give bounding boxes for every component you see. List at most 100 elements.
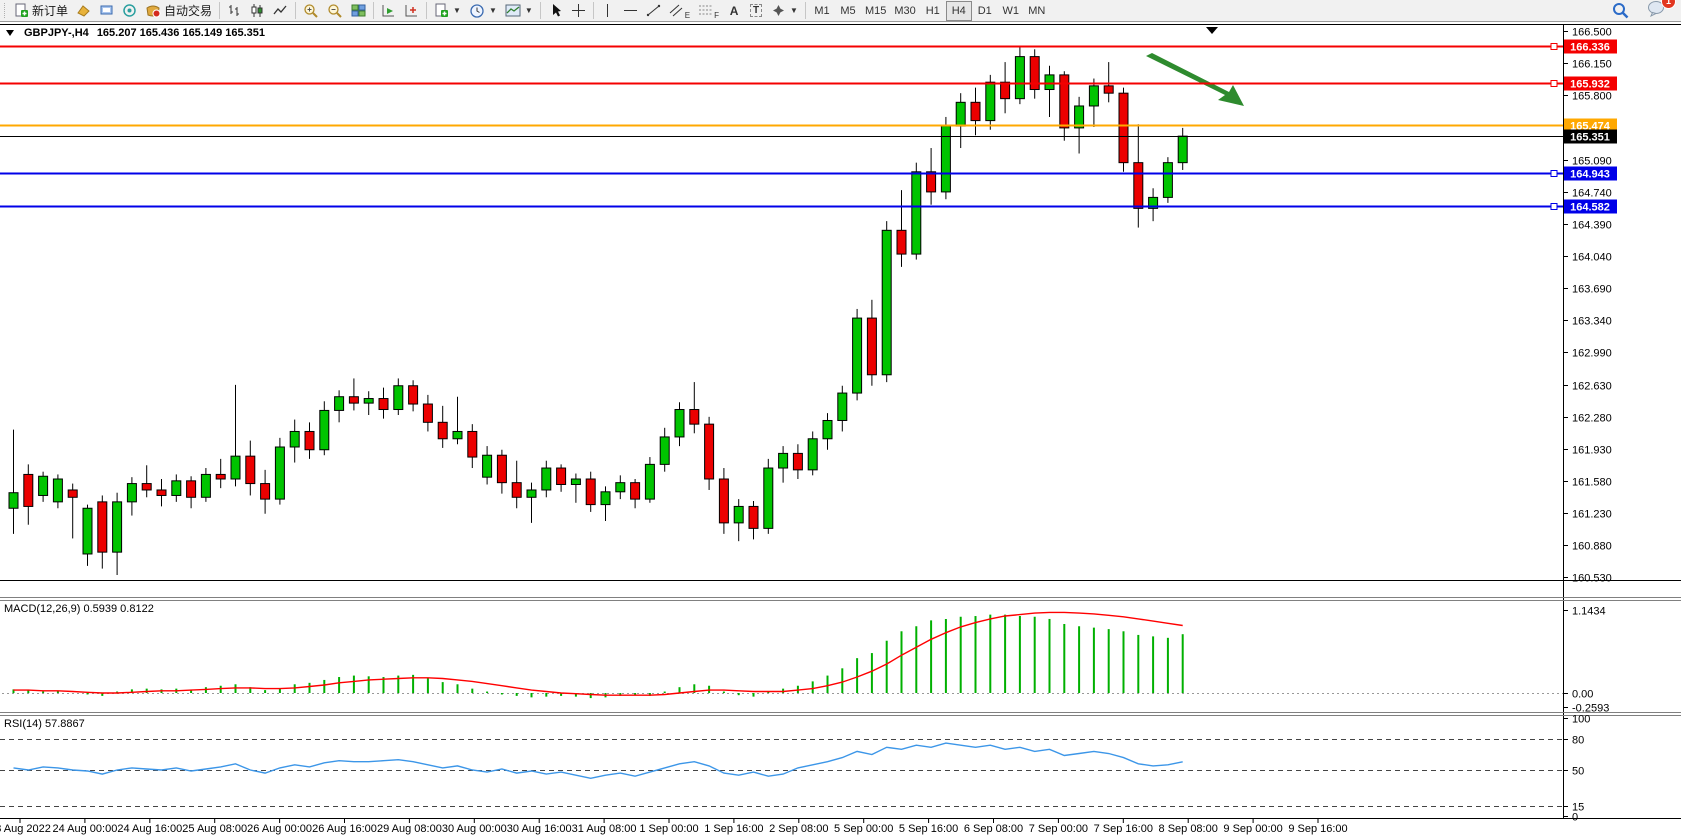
- chart-surface[interactable]: 166.500166.150165.800165.450165.090164.7…: [0, 22, 1681, 839]
- hline-handle[interactable]: [1550, 43, 1558, 50]
- candle-body: [911, 171, 922, 255]
- tile-windows-button[interactable]: [347, 1, 370, 21]
- rsi-tick-label: 80: [1572, 735, 1584, 747]
- candle-body: [215, 473, 226, 480]
- candle-body: [748, 505, 759, 529]
- chart-shift-icon: [405, 5, 418, 17]
- candle-body: [23, 473, 34, 507]
- chart-header: GBPJPY-,H4 165.207 165.436 165.149 165.3…: [6, 27, 265, 39]
- auto-scroll-button[interactable]: [377, 1, 400, 21]
- candle-body: [1044, 74, 1055, 91]
- price-tick-label: 160.880: [1572, 541, 1612, 553]
- period-dropdown[interactable]: ▼: [465, 1, 501, 21]
- timeframe-m1[interactable]: M1: [809, 1, 835, 21]
- arrows-dropdown[interactable]: ▼: [767, 1, 802, 21]
- chart-shift-button[interactable]: [400, 1, 423, 21]
- bar-chart-type-button[interactable]: [223, 1, 246, 21]
- time-tick-label: 30 Aug 00:00: [442, 823, 507, 835]
- candle-body: [422, 403, 433, 423]
- candle-body: [600, 491, 611, 506]
- candle-body: [363, 398, 374, 404]
- line-chart-type-button[interactable]: [269, 1, 292, 21]
- rsi-tick-label: 100: [1572, 714, 1590, 726]
- timeframe-m15[interactable]: M15: [861, 1, 890, 21]
- candle-body: [822, 419, 833, 440]
- timeframe-d1[interactable]: D1: [972, 1, 998, 21]
- arrows-icon: [773, 5, 785, 16]
- trendline-tool[interactable]: [642, 1, 665, 21]
- candle-body: [955, 101, 966, 127]
- price-marker-label: 165.932: [1570, 79, 1610, 91]
- candle-body: [1148, 196, 1159, 209]
- candle-body: [940, 125, 951, 193]
- candle-body: [615, 482, 626, 493]
- crosshair-button[interactable]: [567, 1, 590, 21]
- candle-body: [852, 317, 863, 394]
- template-dropdown[interactable]: ▼: [501, 1, 537, 21]
- search-button[interactable]: [1608, 1, 1633, 21]
- toolbar-right: 1: [1608, 0, 1679, 22]
- candle-body: [1074, 105, 1085, 129]
- time-tick-label: 9 Sep 16:00: [1288, 823, 1347, 835]
- candle-body: [570, 478, 581, 485]
- navigator-icon: [100, 5, 113, 15]
- timeframe-h1[interactable]: H1: [920, 1, 946, 21]
- cursor-icon: [552, 4, 561, 17]
- candle-body: [319, 409, 330, 451]
- candlestick-type-button[interactable]: [246, 1, 269, 21]
- timeframe-w1[interactable]: W1: [998, 1, 1024, 21]
- auto-trading-button[interactable]: 自动交易: [141, 1, 216, 21]
- candle-body: [334, 396, 345, 411]
- zoom-in-button[interactable]: [299, 1, 323, 21]
- time-tick-label: 7 Sep 16:00: [1094, 823, 1153, 835]
- candle-body: [38, 475, 49, 496]
- ohlc-values: 165.207 165.436 165.149 165.351: [96, 27, 266, 39]
- vertical-line-tool[interactable]: [597, 1, 619, 21]
- candle-body: [378, 398, 389, 411]
- candle-body: [82, 507, 93, 555]
- add-indicator-dropdown[interactable]: ▼: [430, 1, 465, 21]
- timeframe-m5[interactable]: M5: [835, 1, 861, 21]
- candle-body: [837, 392, 848, 421]
- zoom-out-icon: [328, 3, 342, 18]
- price-marker-label: 166.336: [1570, 42, 1610, 54]
- auto-trading-label: 自动交易: [164, 4, 213, 18]
- timeframe-m30[interactable]: M30: [890, 1, 919, 21]
- candle-body: [704, 423, 715, 480]
- channel-tool[interactable]: E: [665, 1, 694, 21]
- time-tick-label: 26 Aug 16:00: [312, 823, 377, 835]
- hline-handle[interactable]: [1550, 80, 1558, 87]
- toolbar-separator: [295, 2, 297, 19]
- signals-button[interactable]: [118, 1, 141, 21]
- one-click-trading-toggle[interactable]: [6, 30, 14, 36]
- shift-marker-icon: [1206, 27, 1218, 34]
- cursor-button[interactable]: [544, 1, 567, 21]
- timeframe-mn[interactable]: MN: [1024, 1, 1050, 21]
- price-marker: [1564, 129, 1617, 144]
- horizontal-line-icon: [623, 10, 637, 11]
- zoom-out-button[interactable]: [323, 1, 347, 21]
- navigator-button[interactable]: [95, 1, 118, 21]
- fibonacci-tool[interactable]: F: [694, 1, 723, 21]
- candle-body: [171, 480, 182, 496]
- channel-tool-letter: E: [684, 10, 691, 20]
- candle-body: [156, 489, 167, 496]
- candle-body: [866, 317, 877, 376]
- text-tool[interactable]: A: [723, 1, 745, 21]
- price-tick-label: 161.930: [1572, 445, 1612, 457]
- label-tool[interactable]: T: [745, 1, 767, 21]
- horizontal-line-tool[interactable]: [619, 1, 642, 21]
- hline-handle[interactable]: [1550, 203, 1558, 210]
- auto-trading-icon: [146, 5, 161, 18]
- candle-body: [8, 492, 19, 509]
- timeframe-h4[interactable]: H4: [945, 0, 972, 21]
- zoom-in-icon: [304, 3, 318, 18]
- symbol-timeframe: GBPJPY-,H4: [24, 27, 89, 39]
- new-order-button[interactable]: 新订单: [10, 1, 72, 21]
- candle-body: [230, 455, 241, 480]
- hline-handle[interactable]: [1550, 170, 1558, 177]
- market-watch-button[interactable]: [72, 1, 95, 21]
- rsi-tick-label: 50: [1572, 766, 1584, 778]
- notifications-button[interactable]: [1643, 0, 1669, 19]
- text-tool-letter: A: [729, 3, 739, 18]
